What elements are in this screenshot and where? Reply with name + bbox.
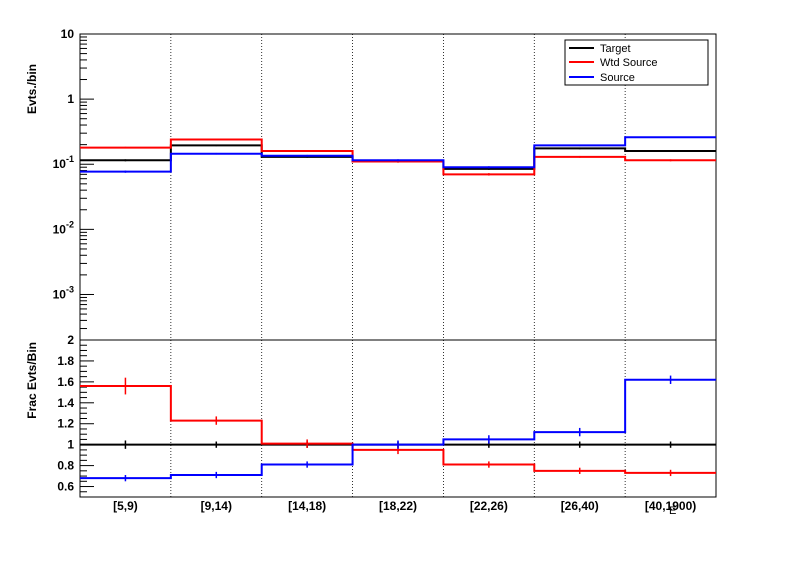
bottom-series-line-wtd-source — [80, 385, 716, 474]
bottom-panel-series — [80, 375, 716, 482]
bottom-panel-vertical-gridlines — [170, 340, 626, 497]
x-tick-label: [22,26) — [470, 499, 508, 513]
legend-entry-source: Source — [569, 72, 635, 84]
top-y-tick-label: 10-3 — [53, 284, 74, 301]
x-tick-label: [26,40) — [561, 499, 599, 513]
top-y-tick-label: 10-1 — [53, 154, 74, 171]
x-tick-label: [9,14) — [201, 499, 232, 513]
top-panel-y-axis: 10 1 10-1 10-2 10-3 — [53, 27, 94, 341]
bottom-y-tick-label: 1.8 — [57, 354, 74, 368]
bottom-y-tick-label: 2 — [67, 333, 74, 347]
bottom-y-tick-label: 1.4 — [57, 396, 74, 410]
x-tick-label: [14,18) — [288, 499, 326, 513]
bottom-y-axis-label: Frac Evts/Bin — [25, 342, 39, 419]
x-tick-label: [5,9) — [113, 499, 138, 513]
top-panel-series — [80, 136, 716, 176]
x-tick-label: [18,22) — [379, 499, 417, 513]
legend-entry-wtd-source: Wtd Source — [569, 57, 657, 69]
top-panel-vertical-gridlines — [170, 34, 626, 340]
bottom-x-axis-label: E — [669, 505, 676, 517]
top-series-line-source — [80, 136, 716, 173]
bottom-y-tick-label: 0.6 — [57, 480, 74, 494]
legend-entry-target: Target — [569, 43, 631, 55]
bottom-panel-y-axis: 0.6 0.8 1 1.2 1.4 1.6 1.8 2 — [57, 333, 94, 498]
bottom-y-tick-label: 0.8 — [57, 459, 74, 473]
top-y-axis-label: Evts./bin — [25, 64, 39, 114]
bottom-y-tick-label: 1.6 — [57, 375, 74, 389]
bottom-panel: 0.60.811.21.41.61.82 [5,9) [9,14) [14,18)[… — [25, 333, 717, 517]
bottom-panel-frame — [79, 339, 717, 498]
bottom-y-tick-label: 1 — [67, 438, 74, 452]
legend: Target Wtd Source Source — [564, 39, 709, 86]
legend-label-source: Source — [600, 72, 635, 84]
legend-label-wtd-source: Wtd Source — [600, 57, 657, 69]
x-tick-label: [40,1900) — [645, 499, 696, 513]
bottom-panel-x-axis: [5,9) [9,14) [14,18) [18,22) [22,26) [26,40) [… — [113, 499, 696, 513]
bottom-y-tick-label: 1.2 — [57, 417, 74, 431]
bottom-series-line-source — [80, 378, 716, 480]
legend-label-target: Target — [600, 43, 631, 55]
top-y-tick-label: 10 — [61, 27, 75, 41]
top-y-tick-label: 10-2 — [53, 219, 74, 236]
top-y-tick-label: 1 — [67, 92, 74, 106]
